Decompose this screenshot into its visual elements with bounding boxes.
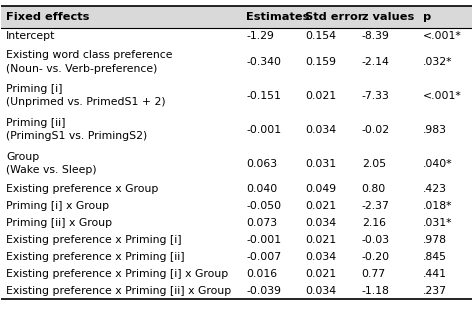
Text: Group
(Wake vs. Sleep): Group (Wake vs. Sleep) bbox=[6, 152, 97, 175]
Text: 2.16: 2.16 bbox=[362, 218, 386, 228]
Text: .018*: .018* bbox=[423, 201, 453, 211]
Text: 0.040: 0.040 bbox=[246, 184, 278, 194]
Text: -1.29: -1.29 bbox=[246, 32, 274, 41]
Text: .423: .423 bbox=[423, 184, 447, 194]
Text: Intercept: Intercept bbox=[6, 32, 55, 41]
Text: Existing preference x Priming [ii] x Group: Existing preference x Priming [ii] x Gro… bbox=[6, 286, 231, 296]
Text: -2.37: -2.37 bbox=[362, 201, 390, 211]
Text: -8.39: -8.39 bbox=[362, 32, 390, 41]
Text: 0.016: 0.016 bbox=[246, 269, 277, 279]
Text: -0.001: -0.001 bbox=[246, 125, 282, 135]
Text: Existing preference x Priming [i] x Group: Existing preference x Priming [i] x Grou… bbox=[6, 269, 228, 279]
Text: z values: z values bbox=[362, 12, 414, 22]
Text: 0.021: 0.021 bbox=[305, 201, 337, 211]
Text: p: p bbox=[423, 12, 431, 22]
Text: -0.050: -0.050 bbox=[246, 201, 282, 211]
Text: 0.034: 0.034 bbox=[305, 252, 337, 262]
Text: .040*: .040* bbox=[423, 159, 453, 169]
Text: Priming [i] x Group: Priming [i] x Group bbox=[6, 201, 109, 211]
Text: -0.03: -0.03 bbox=[362, 235, 390, 245]
Text: .032*: .032* bbox=[423, 57, 453, 67]
Text: Priming [i]
(Unprimed vs. PrimedS1 + 2): Priming [i] (Unprimed vs. PrimedS1 + 2) bbox=[6, 84, 166, 107]
Text: 0.021: 0.021 bbox=[305, 235, 337, 245]
Text: 0.80: 0.80 bbox=[362, 184, 386, 194]
Text: -0.20: -0.20 bbox=[362, 252, 390, 262]
Text: Estimates: Estimates bbox=[246, 12, 310, 22]
Text: .983: .983 bbox=[423, 125, 447, 135]
Text: -0.001: -0.001 bbox=[246, 235, 282, 245]
Text: -0.340: -0.340 bbox=[246, 57, 282, 67]
Text: Priming [ii] x Group: Priming [ii] x Group bbox=[6, 218, 112, 228]
Text: Priming [ii]
(PrimingS1 vs. PrimingS2): Priming [ii] (PrimingS1 vs. PrimingS2) bbox=[6, 118, 147, 142]
Text: 0.77: 0.77 bbox=[362, 269, 386, 279]
Text: .441: .441 bbox=[423, 269, 447, 279]
Text: 0.034: 0.034 bbox=[305, 125, 337, 135]
Text: Fixed effects: Fixed effects bbox=[6, 12, 90, 22]
Text: -0.151: -0.151 bbox=[246, 91, 281, 101]
Text: 0.049: 0.049 bbox=[305, 184, 337, 194]
Text: 0.021: 0.021 bbox=[305, 269, 337, 279]
Text: .845: .845 bbox=[423, 252, 447, 262]
Text: -0.039: -0.039 bbox=[246, 286, 282, 296]
Text: -0.02: -0.02 bbox=[362, 125, 390, 135]
Text: 0.063: 0.063 bbox=[246, 159, 277, 169]
Text: -0.007: -0.007 bbox=[246, 252, 282, 262]
Text: <.001*: <.001* bbox=[423, 32, 462, 41]
Text: 0.073: 0.073 bbox=[246, 218, 277, 228]
Text: Existing preference x Group: Existing preference x Group bbox=[6, 184, 158, 194]
Text: 0.034: 0.034 bbox=[305, 286, 337, 296]
Text: -1.18: -1.18 bbox=[362, 286, 390, 296]
Text: 0.021: 0.021 bbox=[305, 91, 337, 101]
Text: 2.05: 2.05 bbox=[362, 159, 386, 169]
Text: Std error: Std error bbox=[305, 12, 364, 22]
Text: 0.159: 0.159 bbox=[305, 57, 336, 67]
Text: -7.33: -7.33 bbox=[362, 91, 390, 101]
Text: .978: .978 bbox=[423, 235, 447, 245]
Text: Existing preference x Priming [i]: Existing preference x Priming [i] bbox=[6, 235, 182, 245]
Text: 0.154: 0.154 bbox=[305, 32, 336, 41]
Text: 0.031: 0.031 bbox=[305, 159, 337, 169]
Text: 0.034: 0.034 bbox=[305, 218, 337, 228]
Text: <.001*: <.001* bbox=[423, 91, 462, 101]
Text: Existing word class preference
(Noun- vs. Verb-preference): Existing word class preference (Noun- vs… bbox=[6, 50, 173, 74]
Text: -2.14: -2.14 bbox=[362, 57, 390, 67]
FancyBboxPatch shape bbox=[1, 6, 473, 28]
Text: Existing preference x Priming [ii]: Existing preference x Priming [ii] bbox=[6, 252, 185, 262]
Text: .237: .237 bbox=[423, 286, 447, 296]
Text: .031*: .031* bbox=[423, 218, 453, 228]
